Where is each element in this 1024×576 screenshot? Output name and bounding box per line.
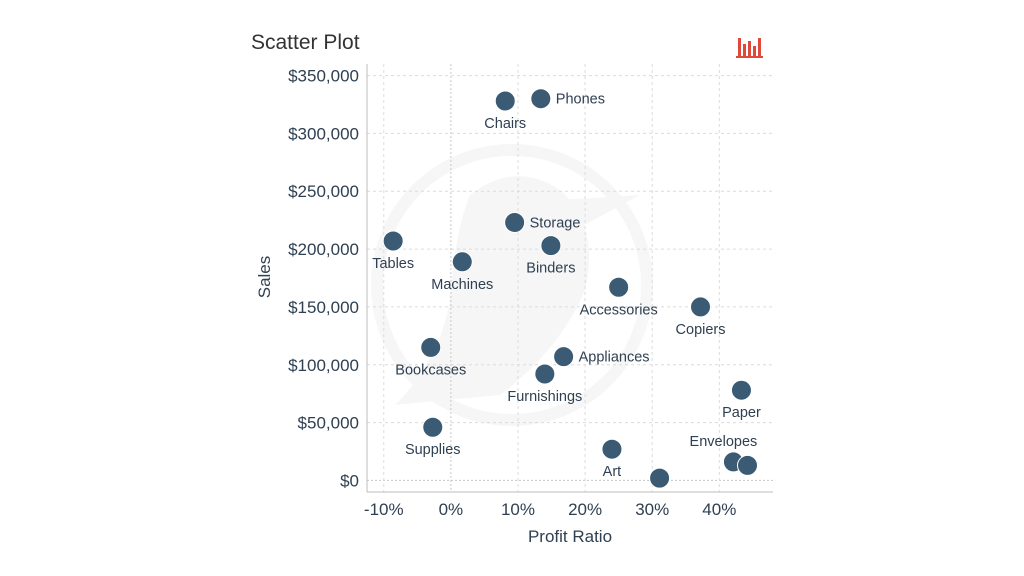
data-point [420, 336, 442, 358]
x-axis-title: Profit Ratio [528, 527, 612, 546]
data-point [494, 90, 516, 112]
point-label: Supplies [405, 442, 461, 458]
data-point [730, 379, 752, 401]
point-label: Accessories [580, 302, 658, 318]
point-label: Envelopes [690, 434, 758, 450]
y-tick-label: $250,000 [288, 182, 359, 201]
y-tick-label: $200,000 [288, 240, 359, 259]
point-label: Chairs [484, 116, 526, 132]
y-tick-label: $150,000 [288, 298, 359, 317]
x-tick-label: 10% [501, 500, 535, 519]
y-tick-label: $50,000 [298, 414, 359, 433]
data-point [451, 251, 473, 273]
data-points [382, 88, 758, 489]
point-label: Machines [431, 277, 493, 293]
y-tick-label: $100,000 [288, 356, 359, 375]
x-tick-label: 20% [568, 500, 602, 519]
point-label: Binders [526, 261, 575, 277]
x-tick-label: 0% [439, 500, 464, 519]
data-point [601, 438, 623, 460]
point-label: Copiers [676, 322, 726, 338]
y-tick-label: $300,000 [288, 124, 359, 143]
point-label: Tables [372, 256, 414, 272]
x-tick-label: -10% [364, 500, 404, 519]
y-tick-label: $350,000 [288, 67, 359, 86]
axes: $0 $50,000 $100,000 $150,000 $200,000 $250,00… [288, 64, 773, 519]
y-tick-label: $0 [340, 471, 359, 490]
data-point [736, 454, 758, 476]
point-label: Art [603, 464, 622, 480]
point-label: Phones [556, 92, 605, 108]
data-point [382, 230, 404, 252]
chart-title: Scatter Plot [251, 31, 360, 54]
data-point [422, 416, 444, 438]
data-point [534, 363, 556, 385]
data-point [504, 211, 526, 233]
data-point [608, 276, 630, 298]
bird-logo-watermark [371, 144, 653, 426]
point-label: Appliances [579, 350, 650, 366]
point-label: Bookcases [395, 362, 466, 378]
point-label: Storage [530, 215, 581, 231]
data-point [649, 467, 671, 489]
data-point [553, 346, 575, 368]
data-point [530, 88, 552, 110]
point-label: Paper [722, 405, 761, 421]
data-point [540, 235, 562, 257]
point-label: Furnishings [507, 389, 582, 405]
x-tick-label: 40% [702, 500, 736, 519]
x-tick-label: 30% [635, 500, 669, 519]
data-point [690, 296, 712, 318]
bar-chart-icon[interactable] [736, 38, 763, 58]
point-labels: Phones Chairs Storage Tables Binders Machines… [372, 92, 761, 480]
y-axis-title: Sales [255, 256, 274, 299]
